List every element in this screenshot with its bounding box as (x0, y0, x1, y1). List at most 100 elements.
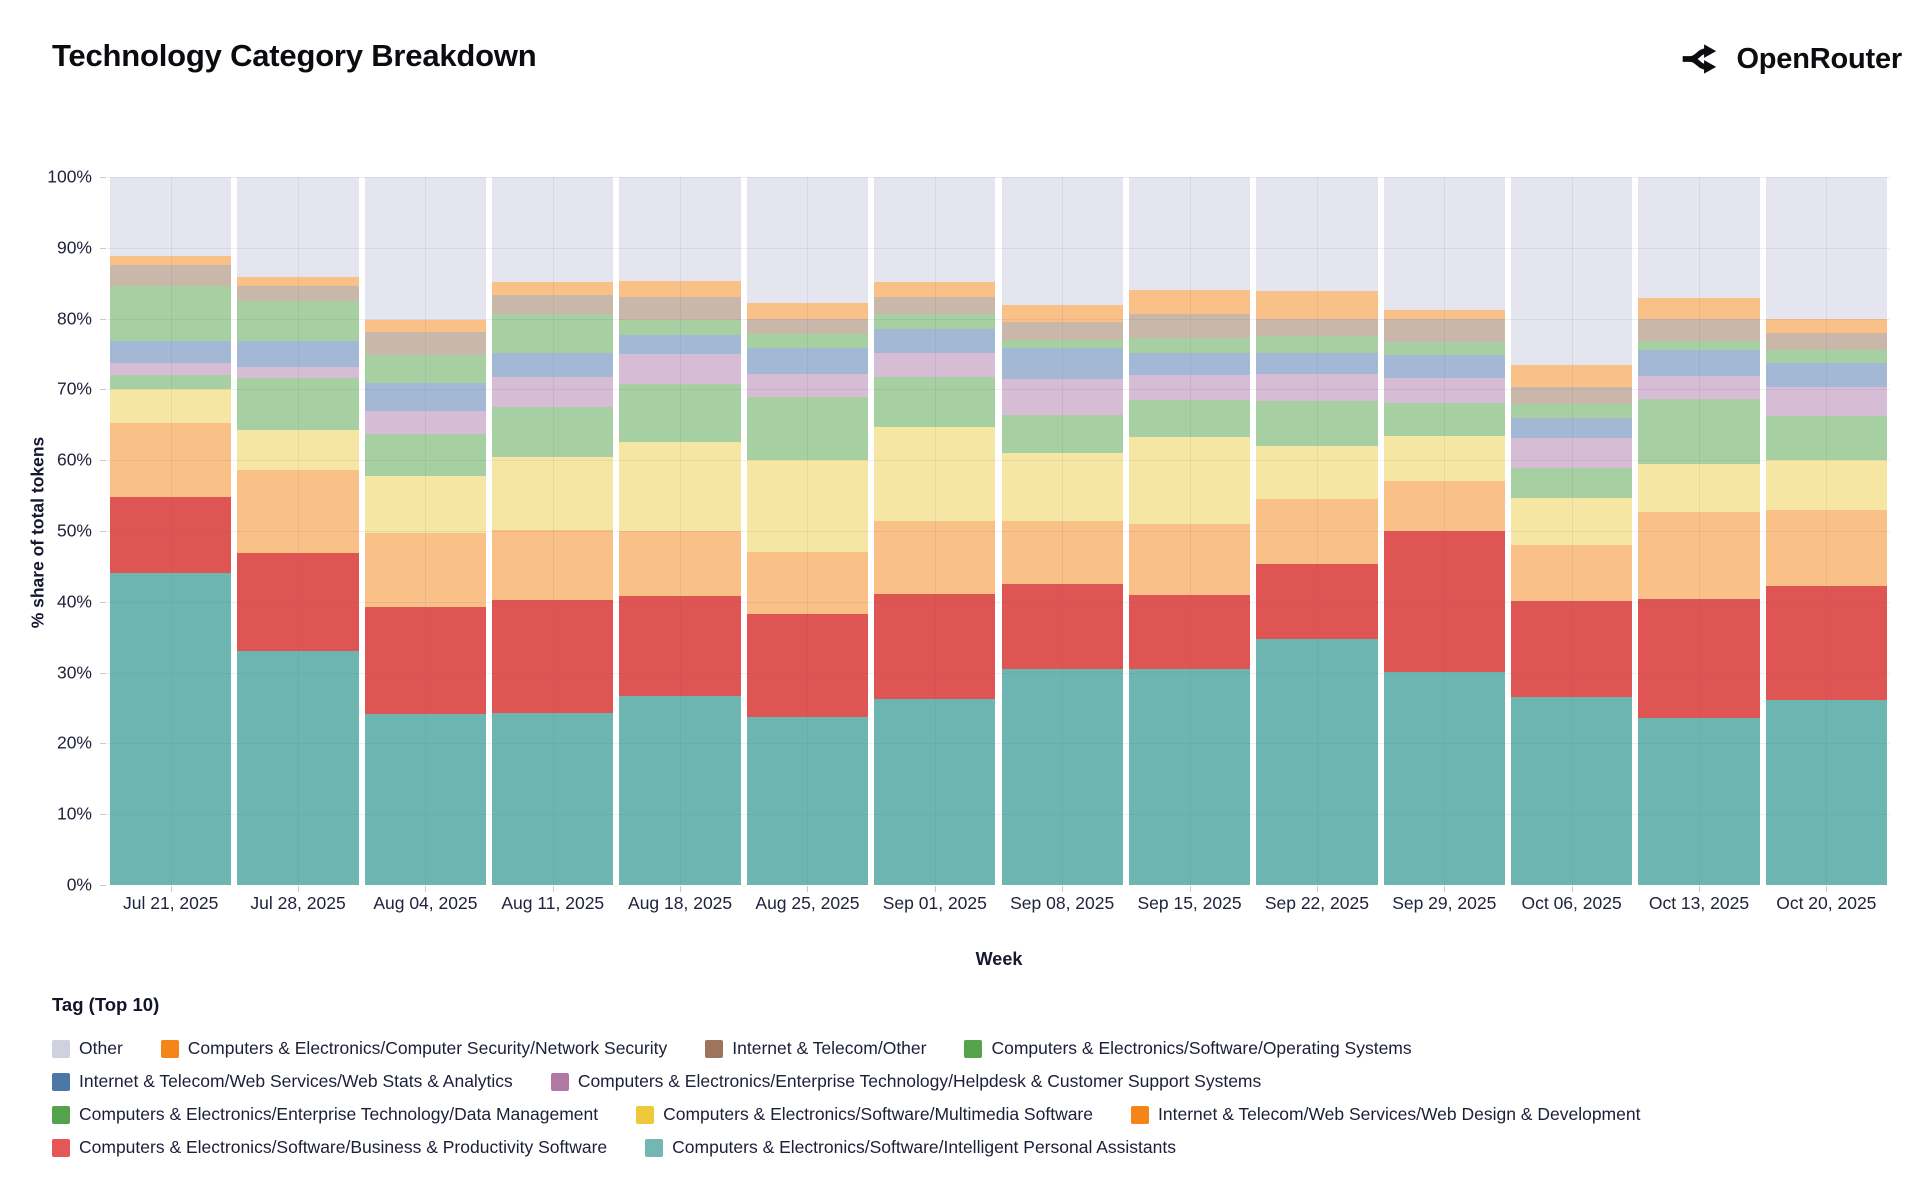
bar-segment-data_management[interactable] (1256, 401, 1378, 447)
bar-segment-business_productivity[interactable] (364, 606, 487, 714)
bar-column[interactable] (616, 177, 743, 885)
stacked-bar[interactable] (237, 177, 359, 885)
bar-segment-network_security[interactable] (619, 281, 741, 298)
bar-segment-web_design[interactable] (1638, 511, 1760, 599)
bar-segment-data_management[interactable] (746, 397, 869, 460)
bar-segment-business_productivity[interactable] (110, 497, 232, 574)
bar-column[interactable] (1763, 177, 1890, 885)
stacked-bar[interactable] (619, 177, 741, 885)
bar-segment-business_productivity[interactable] (237, 552, 359, 652)
bar-segment-data_management[interactable] (110, 374, 232, 390)
bar-segment-web_design[interactable] (1383, 480, 1505, 531)
bar-segment-other[interactable] (1510, 177, 1633, 365)
bar-segment-multimedia[interactable] (619, 441, 741, 531)
bar-segment-web_stats[interactable] (1001, 347, 1123, 379)
bar-segment-internet_telecom_other[interactable] (1001, 322, 1123, 340)
legend-item-business_productivity[interactable]: Computers & Electronics/Software/Busines… (52, 1137, 607, 1158)
bar-segment-other[interactable] (1638, 177, 1760, 299)
bar-segment-business_productivity[interactable] (1256, 564, 1378, 640)
bar-segment-helpdesk[interactable] (364, 410, 487, 435)
bar-segment-operating_systems[interactable] (110, 286, 232, 341)
bar-segment-operating_systems[interactable] (874, 314, 996, 330)
bar-segment-data_management[interactable] (492, 407, 614, 457)
bar-segment-other[interactable] (364, 177, 487, 321)
bar-segment-business_productivity[interactable] (1638, 598, 1760, 718)
bar-column[interactable] (107, 177, 234, 885)
bar-segment-web_design[interactable] (874, 521, 996, 595)
bar-column[interactable] (999, 177, 1126, 885)
bar-segment-business_productivity[interactable] (492, 599, 614, 713)
bar-segment-personal_assistants[interactable] (874, 698, 996, 885)
bar-segment-web_stats[interactable] (364, 383, 487, 411)
bar-segment-network_security[interactable] (1128, 289, 1251, 314)
bar-segment-operating_systems[interactable] (1256, 335, 1378, 353)
bar-segment-other[interactable] (237, 177, 359, 277)
bar-segment-personal_assistants[interactable] (1128, 669, 1251, 885)
bar-segment-operating_systems[interactable] (1383, 341, 1505, 355)
legend-item-data_management[interactable]: Computers & Electronics/Enterprise Techn… (52, 1104, 598, 1125)
openrouter-brand[interactable]: OpenRouter (1678, 36, 1902, 82)
bar-segment-operating_systems[interactable] (237, 300, 359, 341)
bar-segment-internet_telecom_other[interactable] (237, 286, 359, 301)
bar-segment-network_security[interactable] (1383, 310, 1505, 319)
bar-segment-data_management[interactable] (1638, 398, 1760, 465)
bar-segment-web_stats[interactable] (492, 352, 614, 377)
bar-segment-web_stats[interactable] (1256, 352, 1378, 374)
bar-segment-operating_systems[interactable] (746, 334, 869, 349)
bar-segment-multimedia[interactable] (1001, 453, 1123, 522)
legend-item-internet_telecom_other[interactable]: Internet & Telecom/Other (705, 1038, 926, 1059)
bar-segment-multimedia[interactable] (746, 459, 869, 553)
bar-segment-data_management[interactable] (364, 434, 487, 476)
bar-segment-personal_assistants[interactable] (492, 712, 614, 885)
bar-segment-web_stats[interactable] (237, 340, 359, 368)
bar-segment-web_stats[interactable] (874, 329, 996, 353)
legend-item-operating_systems[interactable]: Computers & Electronics/Software/Operati… (964, 1038, 1412, 1059)
bar-segment-other[interactable] (1256, 177, 1378, 291)
bar-segment-web_stats[interactable] (619, 334, 741, 354)
bar-segment-helpdesk[interactable] (237, 367, 359, 379)
bar-segment-web_design[interactable] (110, 423, 232, 498)
bar-segment-helpdesk[interactable] (1638, 375, 1760, 399)
bar-segment-operating_systems[interactable] (1510, 404, 1633, 419)
bar-segment-network_security[interactable] (492, 281, 614, 296)
stacked-bar[interactable] (1765, 177, 1887, 885)
bar-segment-other[interactable] (874, 177, 996, 282)
bar-segment-other[interactable] (619, 177, 741, 282)
bar-column[interactable] (871, 177, 998, 885)
bar-segment-personal_assistants[interactable] (1256, 639, 1378, 885)
bar-segment-internet_telecom_other[interactable] (1128, 313, 1251, 338)
bar-segment-data_management[interactable] (1510, 468, 1633, 498)
bar-segment-internet_telecom_other[interactable] (746, 318, 869, 335)
bar-segment-personal_assistants[interactable] (237, 651, 359, 885)
bar-segment-helpdesk[interactable] (746, 373, 869, 398)
stacked-bar[interactable] (110, 177, 232, 885)
bar-segment-other[interactable] (110, 177, 232, 256)
bar-segment-network_security[interactable] (1638, 298, 1760, 319)
bar-segment-helpdesk[interactable] (619, 354, 741, 385)
bar-segment-data_management[interactable] (874, 377, 996, 427)
legend-item-helpdesk[interactable]: Computers & Electronics/Enterprise Techn… (550, 1071, 1261, 1092)
bar-segment-other[interactable] (1383, 177, 1505, 311)
bar-segment-data_management[interactable] (1383, 402, 1505, 437)
bar-segment-data_management[interactable] (1128, 400, 1251, 437)
bar-segment-operating_systems[interactable] (1001, 339, 1123, 348)
bar-segment-personal_assistants[interactable] (364, 713, 487, 885)
bar-segment-network_security[interactable] (1510, 364, 1633, 388)
bar-segment-helpdesk[interactable] (1256, 373, 1378, 402)
bar-segment-operating_systems[interactable] (1638, 341, 1760, 350)
bar-segment-web_design[interactable] (1765, 510, 1887, 586)
bar-segment-network_security[interactable] (1001, 305, 1123, 323)
stacked-bar[interactable] (746, 177, 869, 885)
stacked-bar[interactable] (492, 177, 614, 885)
bar-segment-helpdesk[interactable] (1383, 378, 1505, 403)
bar-column[interactable] (234, 177, 361, 885)
bar-segment-web_stats[interactable] (110, 340, 232, 364)
bar-segment-internet_telecom_other[interactable] (110, 264, 232, 287)
legend-item-web_stats[interactable]: Internet & Telecom/Web Services/Web Stat… (52, 1071, 513, 1092)
legend-item-personal_assistants[interactable]: Computers & Electronics/Software/Intelli… (645, 1137, 1176, 1158)
bar-segment-network_security[interactable] (1256, 291, 1378, 319)
bar-segment-internet_telecom_other[interactable] (1638, 318, 1760, 342)
bar-segment-helpdesk[interactable] (1128, 374, 1251, 401)
bar-segment-personal_assistants[interactable] (1383, 671, 1505, 885)
stacked-bar[interactable] (874, 177, 996, 885)
